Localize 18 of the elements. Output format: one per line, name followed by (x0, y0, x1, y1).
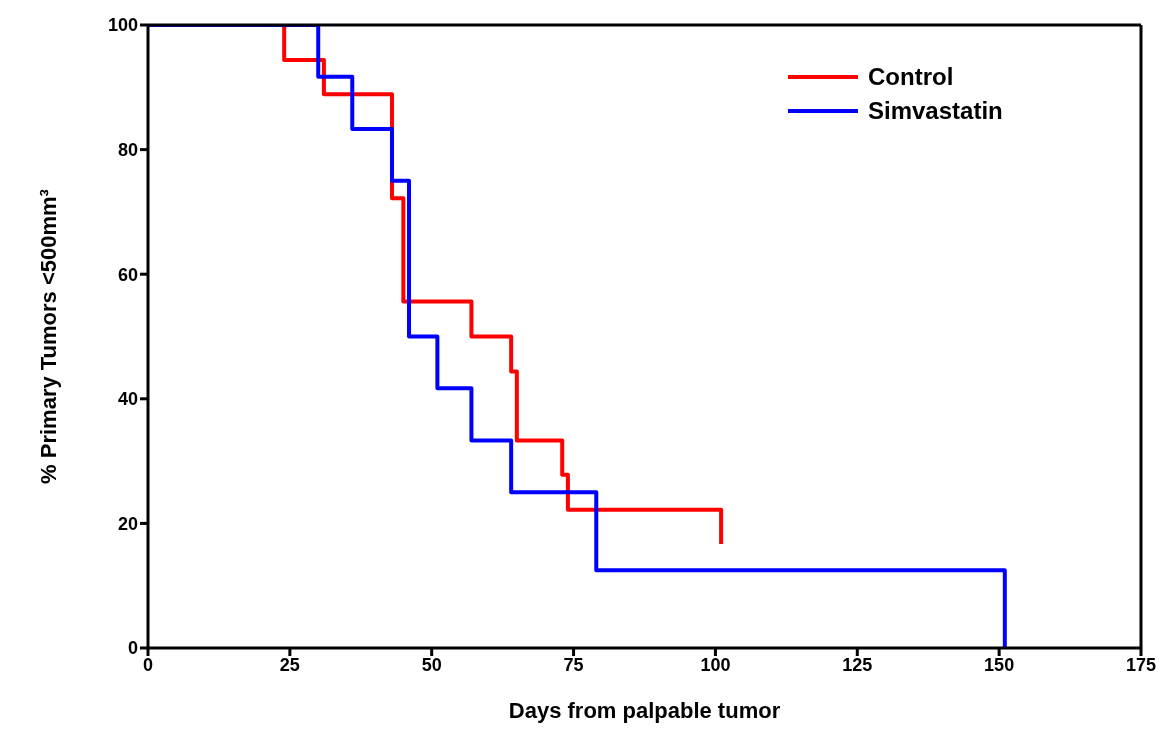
x-tick-label: 125 (842, 654, 873, 675)
y-axis-title: % Primary Tumors <500mm³ (35, 189, 61, 484)
y-tick-label: 100 (107, 15, 138, 36)
x-tick-label: 0 (142, 654, 154, 675)
x-tick-label: 75 (563, 654, 584, 675)
y-tick-label: 80 (117, 139, 138, 160)
y-tick-label: 20 (117, 513, 138, 534)
legend-label: Control (868, 63, 954, 91)
y-tick-label: 0 (127, 638, 138, 659)
y-tick-label: 40 (117, 389, 138, 410)
x-tick-label: 175 (1125, 654, 1157, 675)
y-tick-label: 60 (117, 264, 138, 285)
legend-label: Simvastatin (868, 97, 1003, 125)
x-tick-label: 50 (421, 654, 442, 675)
x-axis-title: Days from palpable tumor (508, 698, 781, 723)
x-tick-label: 150 (984, 654, 1015, 675)
x-tick-label: 100 (700, 654, 731, 675)
x-tick-label: 25 (279, 654, 300, 675)
